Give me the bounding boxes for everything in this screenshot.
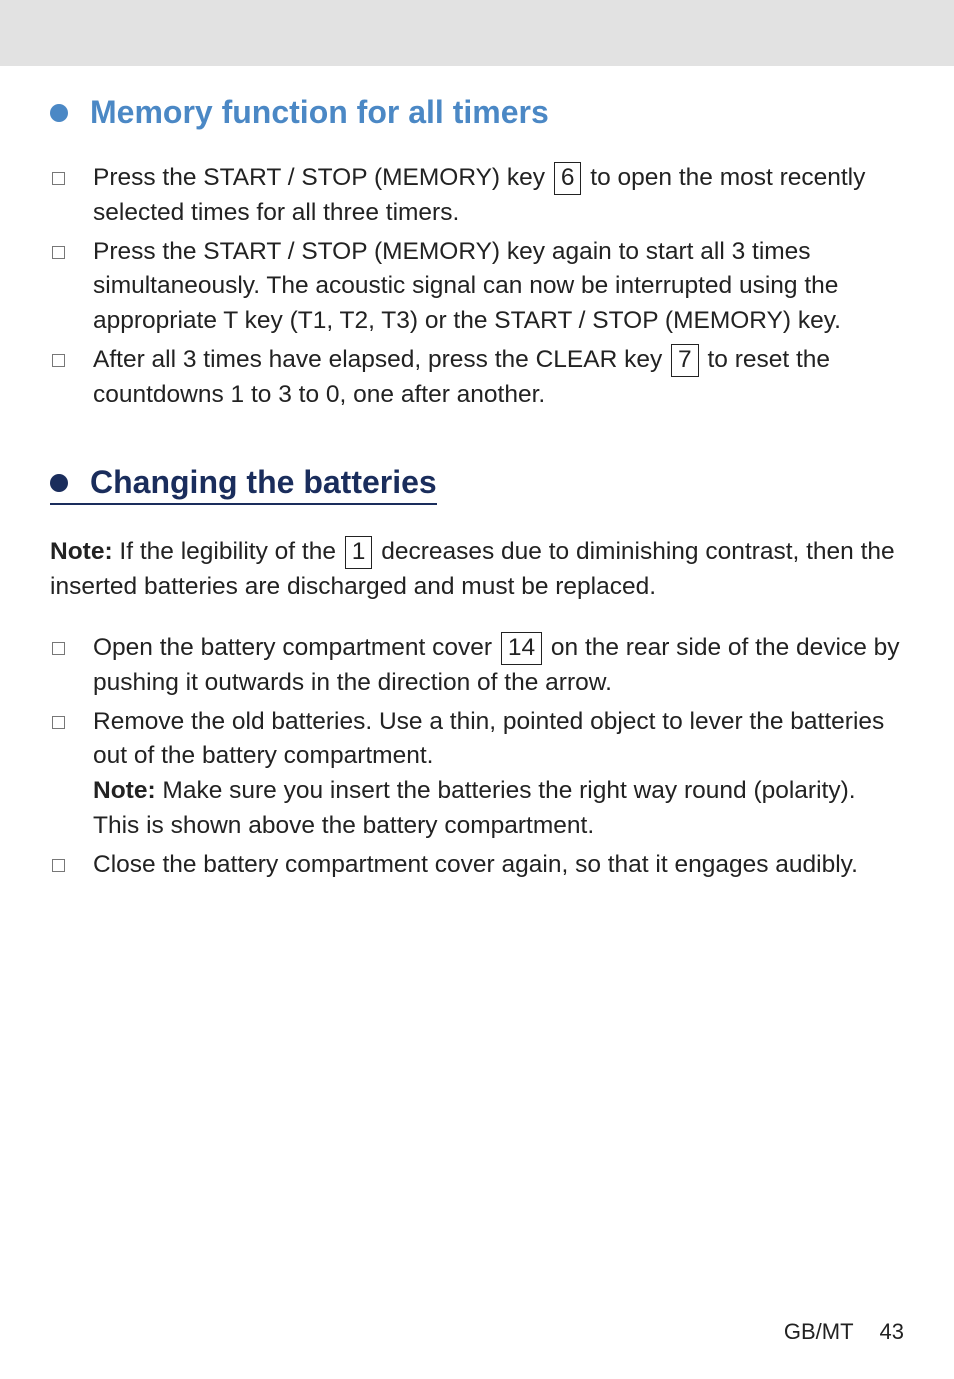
checkbox-icon (52, 859, 65, 872)
footer-label: GB/MT (784, 1319, 854, 1344)
note-paragraph: Note: If the legibility of the 1 decreas… (50, 535, 904, 605)
list-item-text: Open the battery compartment cover 14 on… (93, 631, 904, 701)
list-item-text: After all 3 times have elapsed, press th… (93, 343, 904, 413)
list-item: After all 3 times have elapsed, press th… (50, 343, 904, 413)
text-fragment: Press the START / STOP (MEMORY) key (93, 164, 552, 191)
bullet-icon (50, 104, 68, 122)
list-item: Press the START / STOP (MEMORY) key agai… (50, 235, 904, 339)
text-fragment: Press the START / STOP (MEMORY) key agai… (93, 238, 841, 335)
list-item-text: Press the START / STOP (MEMORY) key agai… (93, 235, 904, 339)
note-label: Note: (50, 538, 113, 565)
text-fragment: Make sure you insert the batteries the r… (93, 777, 856, 839)
checkbox-icon (52, 354, 65, 367)
checkbox-icon (52, 172, 65, 185)
heading-text: Memory function for all timers (90, 94, 549, 131)
page-footer: GB/MT 43 (784, 1319, 904, 1345)
list-item: Open the battery compartment cover 14 on… (50, 631, 904, 701)
text-fragment: Remove the old batteries. Use a thin, po… (93, 708, 884, 770)
text-fragment: After all 3 times have elapsed, press th… (93, 346, 669, 373)
list-item-text: Remove the old batteries. Use a thin, po… (93, 705, 904, 844)
list-item: Close the battery compartment cover agai… (50, 848, 904, 883)
key-ref: 14 (501, 632, 542, 665)
bullet-icon (50, 474, 68, 492)
heading-changing-batteries: Changing the batteries (50, 464, 437, 505)
page-number: 43 (880, 1319, 904, 1344)
text-fragment: Open the battery compartment cover (93, 634, 499, 661)
list-item: Remove the old batteries. Use a thin, po… (50, 705, 904, 844)
key-ref: 6 (554, 162, 582, 195)
key-ref: 7 (671, 344, 699, 377)
checkbox-icon (52, 716, 65, 729)
checkbox-icon (52, 642, 65, 655)
heading-text: Changing the batteries (90, 464, 437, 501)
text-fragment: If the legibility of the (113, 538, 343, 565)
header-gray-band (0, 0, 954, 66)
note-label: Note: (93, 777, 156, 804)
list-item-text: Close the battery compartment cover agai… (93, 848, 904, 883)
list-item: Press the START / STOP (MEMORY) key 6 to… (50, 161, 904, 231)
checkbox-icon (52, 246, 65, 259)
text-fragment: Close the battery compartment cover agai… (93, 851, 858, 878)
list-item-text: Press the START / STOP (MEMORY) key 6 to… (93, 161, 904, 231)
key-ref: 1 (345, 536, 373, 569)
heading-memory-function: Memory function for all timers (50, 94, 904, 131)
